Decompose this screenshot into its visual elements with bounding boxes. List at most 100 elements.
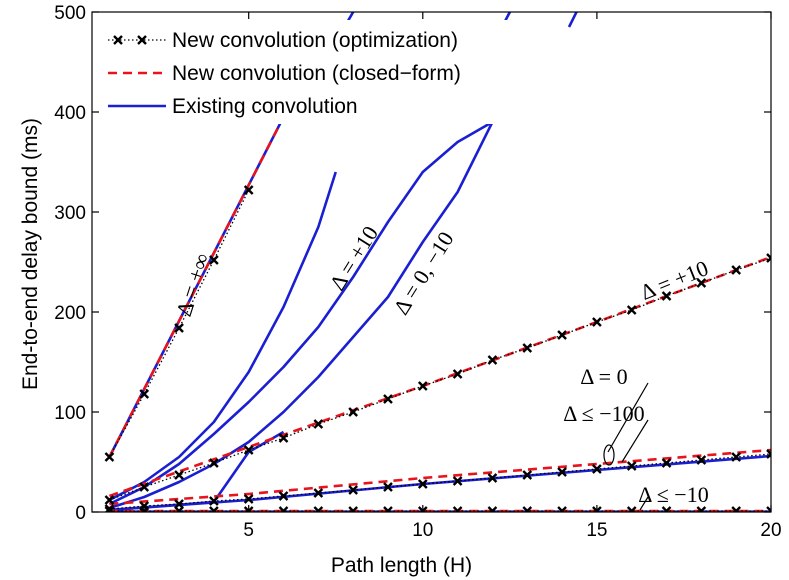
data-point-marker (348, 485, 359, 495)
data-point-marker (104, 452, 115, 462)
legend-entry: New convolution (closed−form) (108, 62, 461, 85)
data-point-marker (278, 491, 289, 501)
data-point-marker (417, 479, 428, 489)
data-point-marker (592, 317, 602, 327)
legend: New convolution (optimization) New convol… (100, 20, 560, 124)
x-tick-label: 10 (412, 520, 433, 541)
x-axis-label: Path length (H) (331, 554, 472, 577)
legend-label: Existing convolution (172, 95, 358, 118)
data-point-marker (139, 506, 150, 512)
data-point-marker (487, 506, 498, 512)
legend-label: New convolution (closed−form) (172, 62, 461, 85)
data-point-marker (696, 455, 707, 465)
data-point-marker (139, 389, 150, 399)
legend-marker (137, 35, 147, 45)
data-point-marker (348, 506, 359, 512)
series-6 (109, 448, 771, 506)
data-point-marker (626, 461, 637, 471)
y-tick-label: 100 (54, 403, 86, 424)
y-tick-label: 0 (75, 503, 86, 524)
data-point-marker (174, 506, 184, 512)
data-point-marker (243, 185, 254, 195)
data-point-marker (174, 323, 184, 333)
data-point-marker (661, 458, 672, 468)
series-0 (104, 185, 254, 462)
data-point-marker (348, 407, 359, 417)
data-point-marker (661, 506, 672, 512)
data-point-marker (243, 445, 254, 455)
data-point-marker (209, 496, 219, 506)
data-point-marker (209, 506, 219, 512)
series-7 (104, 506, 771, 512)
series-14 (567, 12, 578, 28)
data-point-marker (766, 253, 771, 263)
data-point-marker (626, 506, 637, 512)
data-point-marker (313, 506, 324, 512)
data-point-marker (139, 482, 150, 492)
data-point-marker (557, 467, 567, 477)
data-point-marker (522, 506, 533, 512)
axes-frame (91, 11, 772, 513)
data-point-marker (557, 330, 567, 340)
series-1 (108, 116, 285, 458)
data-point-marker (243, 494, 254, 504)
series-line (108, 189, 250, 458)
series-line (108, 120, 494, 506)
series-12 (109, 121, 494, 510)
data-point-marker (766, 449, 771, 459)
series-line (108, 116, 285, 458)
data-point-marker (452, 369, 463, 379)
legend-marker (113, 35, 123, 45)
data-point-marker (313, 488, 324, 498)
legend-box (100, 20, 560, 124)
data-point-marker (696, 278, 707, 288)
data-point-marker (383, 482, 393, 492)
series-line (109, 121, 494, 510)
annotation-ellipse-marker (603, 444, 615, 466)
data-point-marker (592, 464, 602, 474)
data-point-marker (278, 506, 289, 512)
data-point-marker (487, 355, 498, 365)
data-point-marker (696, 506, 707, 512)
y-axis-label: End-to-end delay bound (ms) (19, 118, 42, 390)
data-point-marker (731, 506, 742, 512)
data-point-marker (452, 506, 463, 512)
annotation-leader-line (607, 382, 649, 453)
data-point-marker (557, 506, 567, 512)
data-point-marker (417, 381, 428, 391)
x-tick-label: 15 (586, 520, 607, 541)
y-tick-label: 500 (54, 3, 86, 24)
annotation-leader-line (639, 496, 649, 511)
data-point-marker (487, 473, 498, 483)
series-line (108, 171, 337, 502)
x-tick-label: 20 (760, 520, 781, 541)
series-line (109, 448, 771, 506)
data-point-marker (522, 343, 533, 353)
data-point-marker (313, 419, 324, 429)
series-3 (104, 253, 771, 505)
data-point-marker (383, 394, 393, 404)
annotation-label: Δ ≤ −100 (563, 401, 644, 426)
data-point-marker (452, 476, 463, 486)
annotation-leader-line (621, 419, 649, 463)
data-point-marker (174, 470, 184, 480)
series-line (109, 257, 771, 501)
data-point-marker (383, 506, 393, 512)
series-line (567, 12, 578, 28)
series-line (109, 453, 771, 510)
data-point-marker (209, 255, 219, 265)
data-point-marker (522, 470, 533, 480)
series-9 (108, 171, 337, 502)
y-tick-label: 300 (54, 203, 86, 224)
data-point-marker (104, 506, 115, 512)
annotation-label: Δ ≤ −10 (638, 482, 708, 507)
data-point-marker (766, 506, 771, 512)
data-point-marker (731, 265, 742, 275)
data-point-marker (104, 495, 115, 505)
legend-entry: Existing convolution (108, 95, 358, 118)
legend-entry: New convolution (optimization) (108, 29, 458, 52)
legend-label: New convolution (optimization) (172, 29, 458, 52)
data-point-marker (209, 458, 219, 468)
